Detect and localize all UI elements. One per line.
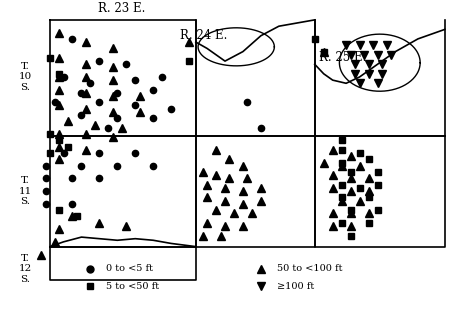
Text: T.
11
S.: T. 11 S. <box>19 176 32 206</box>
Text: R. 25 E.: R. 25 E. <box>319 51 367 64</box>
Text: T.
12
S.: T. 12 S. <box>19 254 32 284</box>
Text: 5 to <50 ft: 5 to <50 ft <box>106 282 159 291</box>
Text: 50 to <100 ft: 50 to <100 ft <box>277 264 342 273</box>
Text: R. 24 E.: R. 24 E. <box>180 29 228 42</box>
Text: R. 23 E.: R. 23 E. <box>98 2 145 15</box>
Text: T.
10
S.: T. 10 S. <box>19 62 32 92</box>
Text: ≥100 ft: ≥100 ft <box>277 282 314 291</box>
Text: 0 to <5 ft: 0 to <5 ft <box>106 264 153 273</box>
